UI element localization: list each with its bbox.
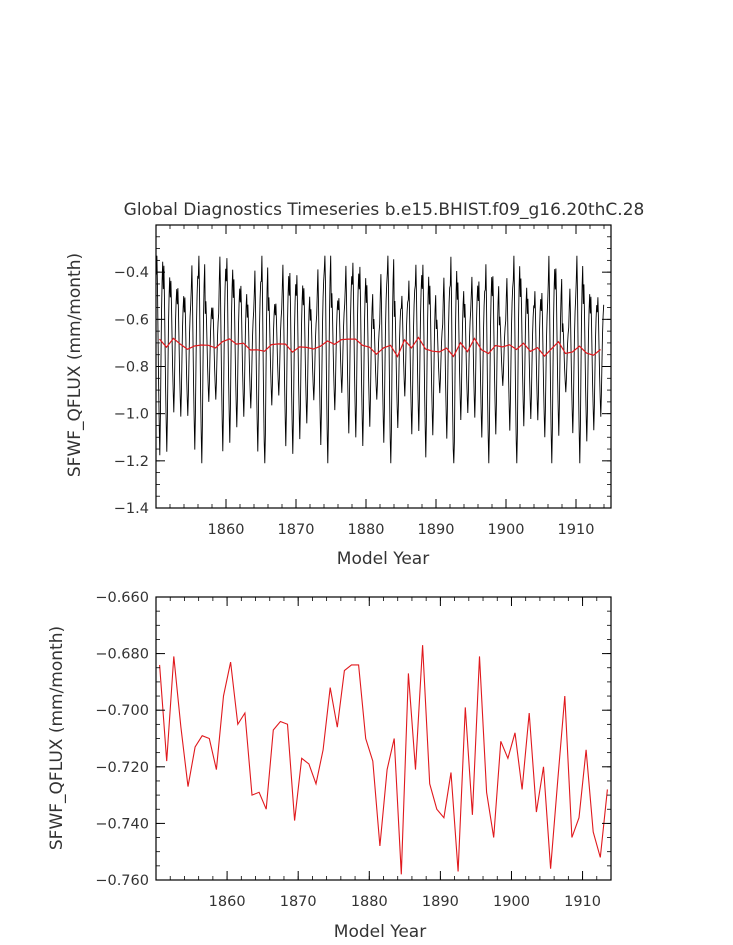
x-tick-label: 1860 [209, 894, 246, 910]
x-tick-label: 1880 [348, 522, 385, 538]
x-tick-label: 1890 [422, 894, 459, 910]
axis-ticks: 1860 1870 1880 1890 1900 1910 −0.760 −0.740 −0.7… [95, 590, 612, 910]
annual-mean-series-line [159, 336, 601, 358]
series-group [155, 255, 605, 464]
plot-frame [155, 224, 612, 509]
y-tick-label: −1.0 [114, 407, 149, 423]
x-axis-label: Model Year [337, 549, 429, 569]
y-tick-label: −0.8 [114, 360, 149, 376]
y-tick-label: −1.4 [114, 501, 149, 517]
chart-title: Global Diagnostics Timeseries b.e15.BHIS… [124, 200, 645, 220]
x-tick-label: 1860 [208, 522, 245, 538]
y-tick-label: −1.2 [114, 454, 149, 470]
y-tick-label: −0.740 [95, 816, 149, 832]
y-tick-label: −0.680 [95, 647, 149, 663]
plot-frame [155, 596, 612, 881]
y-tick-label: −0.720 [95, 760, 149, 776]
x-tick-label: 1910 [564, 894, 601, 910]
y-axis-label: SFWF_QFLUX (mm/month) [47, 626, 67, 850]
x-tick-label: 1870 [278, 522, 315, 538]
y-tick-label: −0.6 [114, 312, 149, 328]
monthly-series-line [155, 255, 605, 464]
x-tick-label: 1900 [493, 894, 530, 910]
series-group [159, 645, 608, 875]
x-tick-label: 1870 [280, 894, 317, 910]
x-tick-label: 1880 [351, 894, 388, 910]
annual-mean-series-line [159, 645, 608, 875]
x-tick-label: 1890 [418, 522, 455, 538]
x-axis-label: Model Year [334, 922, 426, 942]
y-axis-label: SFWF_QFLUX (mm/month) [65, 253, 85, 477]
annual-mean-panel: 1860 1870 1880 1890 1900 1910 −0.760 −0.740 −0.7… [47, 590, 612, 942]
y-tick-label: −0.700 [95, 703, 149, 719]
y-tick-label: −0.660 [95, 590, 149, 606]
timeseries-panel: Global Diagnostics Timeseries b.e15.BHIS… [65, 200, 644, 569]
x-tick-label: 1910 [558, 522, 595, 538]
y-tick-label: −0.4 [114, 265, 149, 281]
y-tick-label: −0.760 [95, 873, 149, 889]
x-tick-label: 1900 [488, 522, 525, 538]
